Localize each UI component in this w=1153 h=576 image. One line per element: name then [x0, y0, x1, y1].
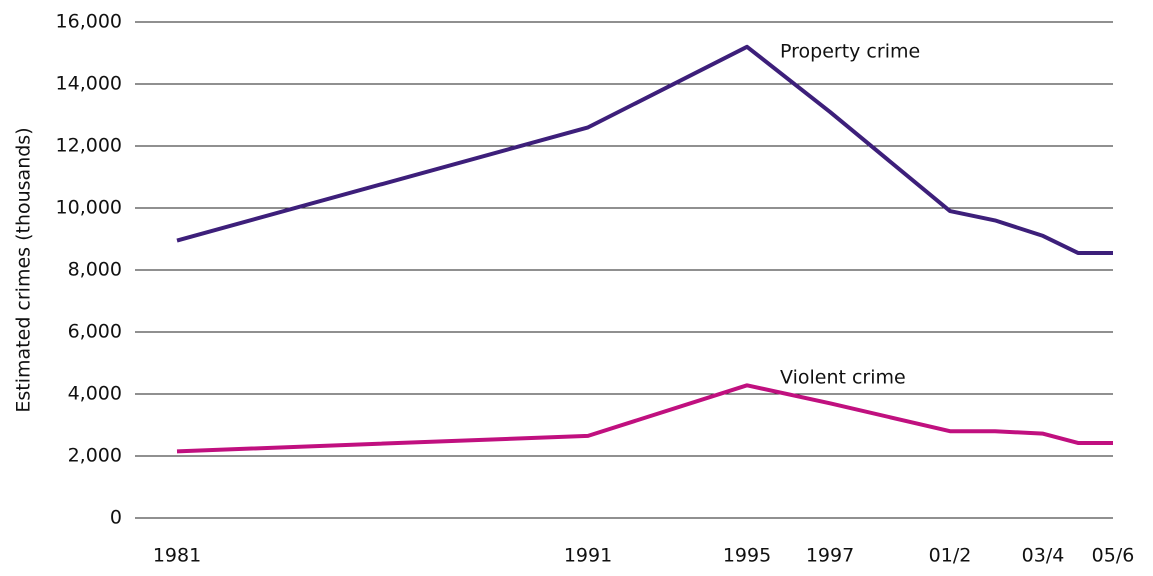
y-tick-label: 6,000	[68, 321, 122, 343]
x-tick-label: 05/6	[1092, 545, 1135, 567]
series-label: Property crime	[780, 41, 920, 63]
y-tick-label: 16,000	[56, 11, 122, 33]
y-tick-label: 10,000	[56, 197, 122, 219]
y-tick-label: 4,000	[68, 383, 122, 405]
y-tick-label: 0	[110, 507, 122, 529]
y-axis-label: Estimated crimes (thousands)	[13, 127, 35, 412]
y-tick-label: 14,000	[56, 73, 122, 95]
series-line	[176, 383, 1113, 454]
x-tick-label: 03/4	[1022, 545, 1065, 567]
y-tick-label: 2,000	[68, 445, 122, 467]
y-tick-label: 12,000	[56, 135, 122, 157]
series-line	[176, 44, 1113, 255]
x-tick-label: 01/2	[929, 545, 972, 567]
x-tick-label: 1997	[806, 545, 854, 567]
x-tick-label: 1981	[153, 545, 201, 567]
x-tick-label: 1995	[723, 545, 771, 567]
y-tick-label: 8,000	[68, 259, 122, 281]
x-tick-label: 1991	[564, 545, 612, 567]
series-label: Violent crime	[780, 367, 906, 389]
